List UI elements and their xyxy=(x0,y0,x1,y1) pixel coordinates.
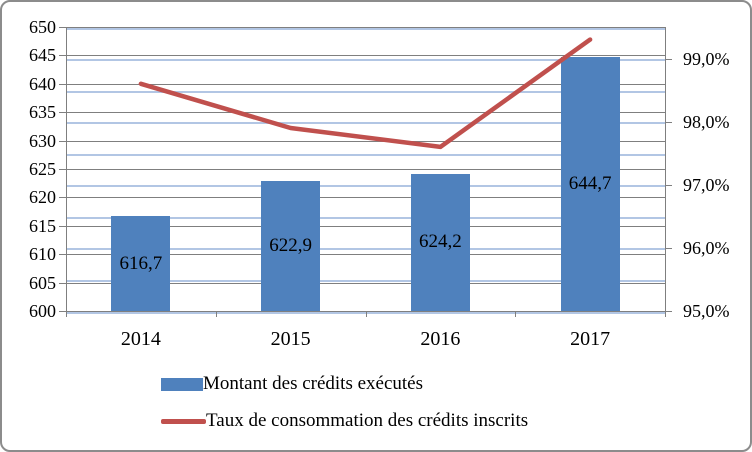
legend-item-line: Taux de consommation des crédits inscrit… xyxy=(161,408,528,434)
left-axis-line xyxy=(66,27,67,312)
bar-value-label: 624,2 xyxy=(419,231,462,253)
right-axis-tick xyxy=(665,121,672,123)
bar-value-label: 644,7 xyxy=(568,173,612,195)
right-axis-tick-label: 96,0% xyxy=(683,237,730,258)
minor-gridline xyxy=(66,27,665,30)
right-axis-tick-label: 98,0% xyxy=(683,111,730,132)
bar-2016 xyxy=(410,173,470,311)
bar-value-label: 622,9 xyxy=(269,234,312,256)
left-axis-tick xyxy=(59,55,66,57)
x-axis-tick xyxy=(665,311,666,317)
x-axis-tick xyxy=(365,311,367,317)
right-axis-tick-label: 97,0% xyxy=(683,174,730,195)
major-gridline xyxy=(66,27,665,28)
bar-2015 xyxy=(261,180,321,311)
left-axis-tick xyxy=(59,225,66,227)
x-axis-tick xyxy=(515,311,517,317)
left-axis-tick-label: 640 xyxy=(29,73,56,94)
minor-gridline xyxy=(66,279,665,282)
x-axis-year-label: 2017 xyxy=(570,328,611,350)
left-axis-tick xyxy=(59,27,66,28)
major-gridline xyxy=(66,169,665,170)
bar-series-swatch-icon xyxy=(161,377,203,391)
x-axis-tick xyxy=(215,311,217,317)
bar-2014 xyxy=(111,216,171,311)
major-gridline xyxy=(66,254,665,256)
minor-gridline xyxy=(66,216,665,219)
left-axis-tick xyxy=(59,197,66,199)
right-axis-tick-label: 95,0% xyxy=(683,301,730,321)
left-axis-tick xyxy=(59,112,66,114)
left-axis-tick-label: 630 xyxy=(29,130,56,151)
left-axis-tick xyxy=(59,254,66,256)
major-gridline xyxy=(66,225,665,227)
major-gridline xyxy=(66,282,665,284)
right-axis-tick xyxy=(665,58,672,60)
left-axis-tick-label: 610 xyxy=(29,244,56,265)
x-axis-line xyxy=(66,311,666,312)
left-axis-tick-label: 645 xyxy=(29,45,56,66)
left-axis-tick xyxy=(59,140,66,142)
left-axis-tick-label: 600 xyxy=(29,301,56,321)
major-gridline xyxy=(66,197,665,199)
left-axis-tick-label: 635 xyxy=(29,102,56,123)
right-axis-tick xyxy=(665,247,672,249)
right-axis-tick xyxy=(665,311,672,312)
left-axis-tick-label: 625 xyxy=(29,159,56,179)
left-axis-tick xyxy=(59,169,66,170)
right-axis-line xyxy=(665,27,666,312)
minor-gridline xyxy=(66,185,665,188)
left-axis-tick xyxy=(59,311,66,312)
left-axis-tick xyxy=(59,83,66,85)
left-axis-tick-label: 620 xyxy=(29,187,56,208)
x-axis-tick xyxy=(66,311,67,317)
bar-value-label: 616,7 xyxy=(119,252,163,274)
x-axis-year-label: 2014 xyxy=(120,328,161,350)
left-axis-tick-label: 650 xyxy=(29,17,56,37)
legend-label-line: Taux de consommation des crédits inscrit… xyxy=(206,410,529,431)
x-axis-year-label: 2016 xyxy=(420,328,461,350)
left-axis-tick-label: 615 xyxy=(29,215,56,236)
left-axis-tick xyxy=(59,282,66,284)
minor-gridline xyxy=(66,153,665,156)
right-axis-tick-label: 99,0% xyxy=(683,48,730,69)
right-axis-tick xyxy=(665,184,672,186)
minor-gridline xyxy=(66,248,665,251)
legend-label-bar: Montant des crédits exécutés xyxy=(203,373,424,394)
x-axis-year-label: 2015 xyxy=(270,328,311,350)
line-series-swatch-icon xyxy=(161,418,206,424)
legend: Montant des crédits exécutés Taux de con… xyxy=(161,371,528,434)
legend-item-bar: Montant des crédits exécutés xyxy=(161,371,528,397)
left-axis-tick-label: 605 xyxy=(29,272,56,293)
